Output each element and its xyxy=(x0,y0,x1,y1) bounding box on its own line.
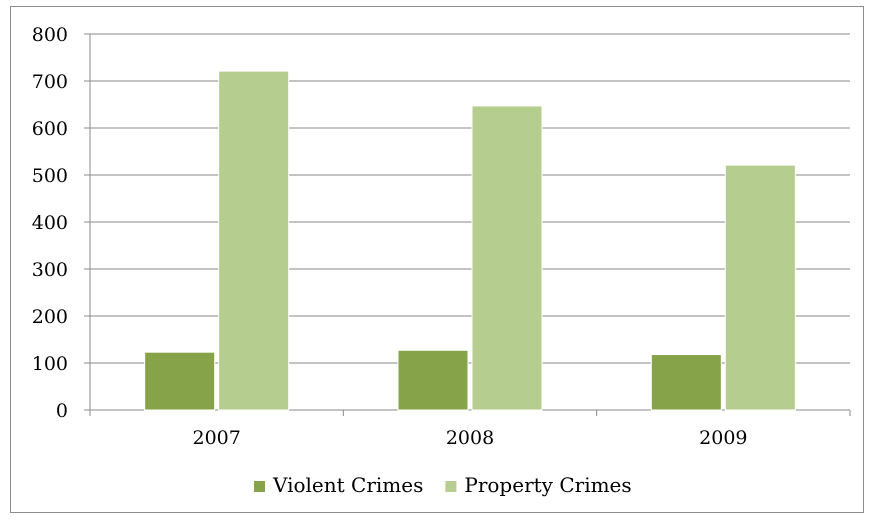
x-tick-label: 2009 xyxy=(699,427,747,449)
x-axis-ticks: 2007 2008 2009 xyxy=(192,427,747,449)
axes xyxy=(84,33,851,416)
y-axis-ticks: 0 100 200 300 400 500 600 700 800 xyxy=(32,24,68,422)
x-tick-label: 2007 xyxy=(192,427,240,449)
bar-property-crimes-2007 xyxy=(218,70,290,411)
y-tick-label: 500 xyxy=(32,165,68,187)
y-tick-label: 100 xyxy=(32,353,68,375)
chart-frame xyxy=(10,6,864,513)
bar-property-crimes-2008 xyxy=(471,105,543,411)
y-tick-label: 800 xyxy=(32,24,68,46)
y-tick-label: 600 xyxy=(32,118,68,140)
bar-violent-crimes-2008 xyxy=(397,349,469,411)
legend-label: Property Crimes xyxy=(464,473,631,497)
y-tick-label: 0 xyxy=(56,400,68,422)
y-tick-label: 300 xyxy=(32,259,68,281)
bars xyxy=(144,70,796,411)
bar-property-crimes-2009 xyxy=(724,164,796,411)
legend: Violent Crimes Property Crimes xyxy=(254,473,632,497)
legend-label: Violent Crimes xyxy=(272,473,423,497)
legend-swatch xyxy=(445,481,457,492)
y-tick-label: 200 xyxy=(32,306,68,328)
y-tick-label: 400 xyxy=(32,212,68,234)
y-tick-label: 700 xyxy=(32,71,68,93)
bar-violent-crimes-2007 xyxy=(144,351,216,411)
gridlines xyxy=(90,33,850,364)
x-tick-label: 2008 xyxy=(446,427,494,449)
bar-violent-crimes-2009 xyxy=(650,354,722,411)
legend-swatch xyxy=(254,481,265,492)
